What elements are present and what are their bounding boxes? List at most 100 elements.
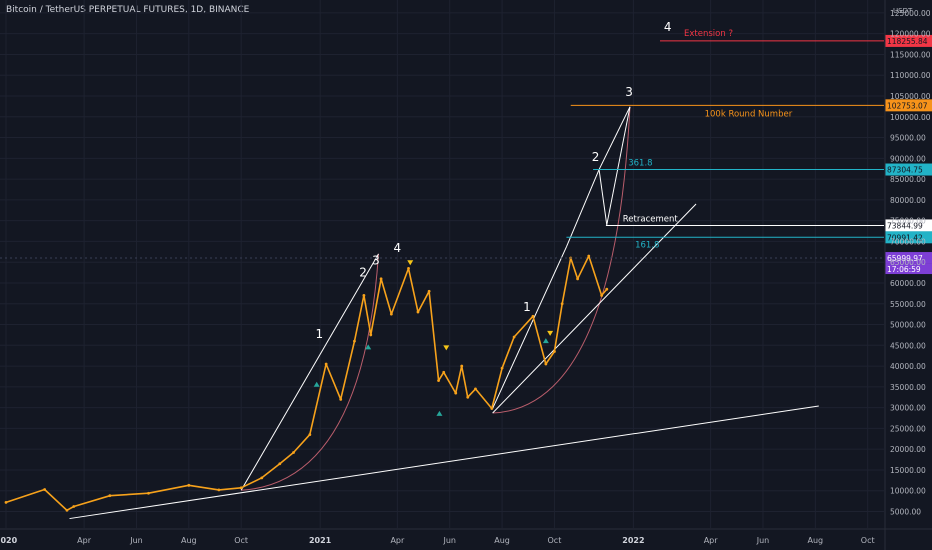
y-tick-label: 55000.00 [890,300,926,309]
x-tick-label: Jun [129,536,143,545]
price-point [108,494,112,498]
price-point [531,314,535,318]
x-tick-label: 2022 [622,536,644,545]
y-tick-label: 15000.00 [890,466,926,475]
level-price-tag [885,34,932,47]
signal-marker [547,330,554,336]
price-point [416,310,420,314]
signal-marker [443,345,450,351]
price-point [369,333,373,337]
trendline [240,253,379,491]
level-note: 361.8 [628,159,652,169]
trendline [565,169,600,248]
trendline [598,169,608,225]
price-point [587,254,591,258]
y-tick-label: 60000.00 [890,279,926,288]
price-point [187,483,191,487]
level-price-tag [885,219,932,232]
wave-label: 1 [315,327,323,341]
y-tick-label: 40000.00 [890,362,926,371]
price-point [576,277,580,281]
parabolic-curve-1 [241,253,379,491]
price-point [605,287,609,291]
x-tick-label: 2020 [0,536,18,545]
current-price-tag [885,263,932,275]
current-price-tag [885,252,932,264]
price-point [490,407,494,410]
signal-marker [542,338,549,344]
price-point [474,387,477,391]
level-note: 161.8 [635,240,659,250]
price-point [292,451,295,454]
price-point [353,339,356,343]
grid [0,0,884,528]
price-point [389,312,393,316]
y-tick-label: 100000.00 [890,113,931,122]
signal-marker [313,381,320,387]
signal-marker [407,260,414,266]
price-point [460,364,464,368]
x-tick-label: Oct [234,536,248,545]
price-point [43,488,47,491]
price-point [544,362,548,366]
trendline [492,246,567,409]
x-tick-label: Aug [808,536,824,545]
x-tick-label: Apr [77,536,92,545]
wave-label: 1 [523,300,531,314]
y-tick-label: 75000.00 [890,217,926,226]
y-tick-label: 125000.00 [890,9,931,18]
wave-label: 4 [664,20,672,34]
x-tick-label: Jun [756,536,770,545]
price-point [560,302,564,306]
trendlines [69,106,819,520]
level-price-label: 118255.84 [887,37,928,46]
wave-label: 3 [372,253,380,267]
symbol-title: Bitcoin / TetherUS PERPETUAL FUTURES, 1D… [6,5,250,15]
price-point [500,366,504,370]
price-point [427,289,431,293]
price-point [260,476,264,480]
price-point [512,335,516,339]
signal-marker [436,410,443,416]
y-tick-label: 10000.00 [890,487,926,496]
horizontal-levels: Extension ? 118255.84 100k Round Number 102… [0,29,932,275]
y-tick-label: 85000.00 [890,175,926,184]
x-tick-label: Aug [494,536,510,545]
price-point [466,395,470,399]
x-tick-label: Apr [390,536,405,545]
price-point [308,433,312,437]
x-tick-label: Oct [548,536,562,545]
trendline [492,203,697,414]
parabolic-curve-2 [492,106,631,414]
x-tick-label: 2021 [309,536,332,545]
price-point [339,397,343,401]
price-point [147,491,150,495]
price-series [4,254,609,512]
y-tick-label: 90000.00 [890,154,926,163]
price-point [72,505,76,508]
x-tick-label: Aug [181,536,197,545]
price-point [442,370,446,374]
level-note: Retracement [623,214,679,224]
y-tick-label: 65000.00 [890,258,926,267]
price-point [454,391,458,395]
trendline [69,405,819,520]
price-point [362,294,366,297]
y-tick-label: 110000.00 [890,71,931,80]
x-tick-label: Oct [861,536,875,545]
level-price-tag [885,163,932,176]
current-price-label: 17:06:59 [887,265,921,274]
price-point [278,462,282,466]
level-price-label: 102753.07 [887,101,928,110]
y-tick-label: 70000.00 [890,237,926,246]
price-point [600,294,604,297]
price-point [437,379,440,383]
currency-unit-label: USDT [893,7,913,15]
price-point [217,488,221,492]
y-tick-label: 95000.00 [890,134,926,143]
y-tick-label: 80000.00 [890,196,926,205]
level-price-label: 87304.75 [887,166,923,175]
price-point [407,267,410,270]
